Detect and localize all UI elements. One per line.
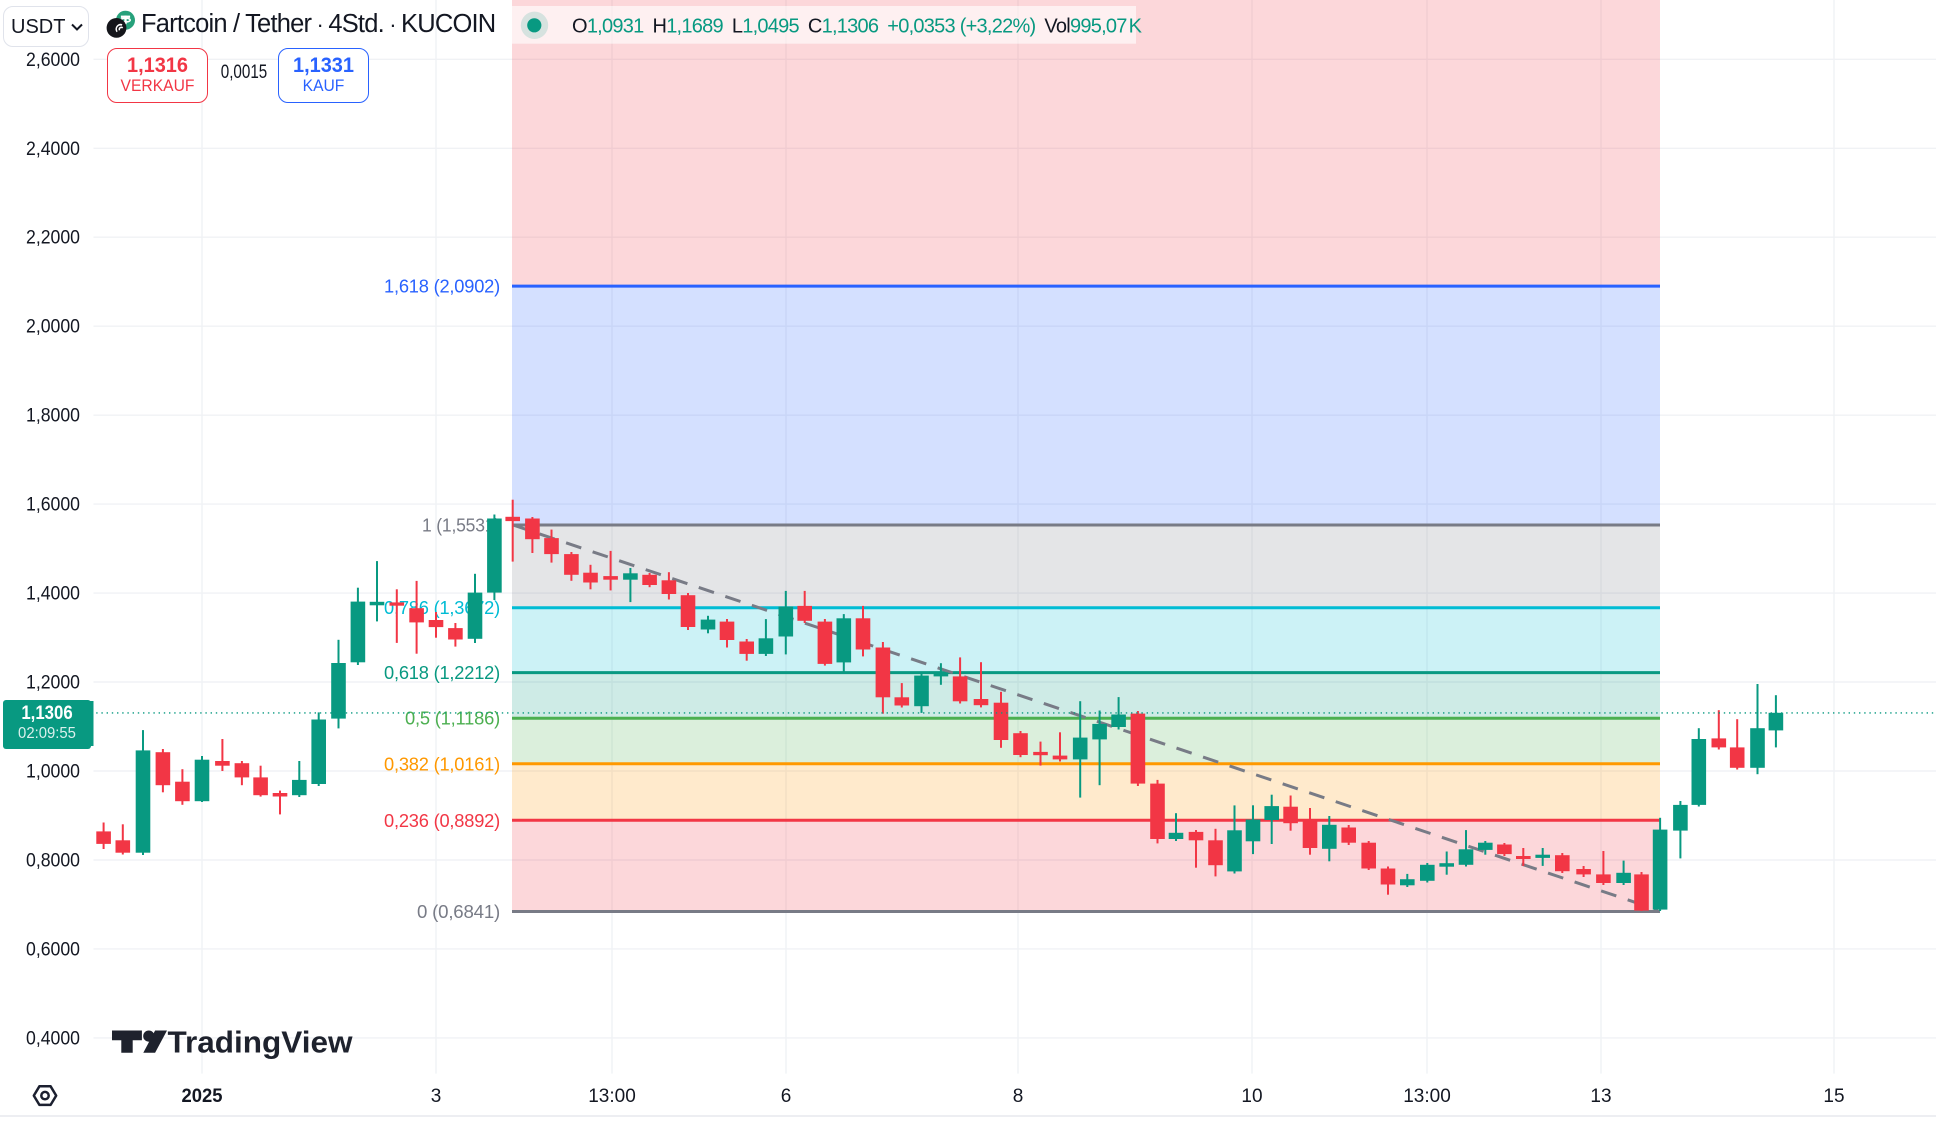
svg-text:1 (1,5531): 1 (1,5531) bbox=[422, 515, 500, 536]
svg-text:1,4000: 1,4000 bbox=[26, 584, 80, 605]
svg-text:0,618 (1,2212): 0,618 (1,2212) bbox=[384, 662, 500, 683]
svg-text:2,0000: 2,0000 bbox=[26, 317, 80, 338]
svg-text:0,786 (1,3672): 0,786 (1,3672) bbox=[384, 597, 500, 618]
svg-text:1,6000: 1,6000 bbox=[26, 495, 80, 516]
svg-text:10: 10 bbox=[1241, 1086, 1262, 1107]
svg-text:2025: 2025 bbox=[182, 1086, 223, 1107]
svg-text:0,8000: 0,8000 bbox=[26, 851, 80, 872]
svg-text:1,618 (2,0902): 1,618 (2,0902) bbox=[384, 276, 500, 297]
svg-text:0 (0,6841): 0 (0,6841) bbox=[417, 901, 500, 922]
svg-text:2,4000: 2,4000 bbox=[26, 139, 80, 160]
svg-text:0,6000: 0,6000 bbox=[26, 939, 80, 960]
svg-text:2,6000: 2,6000 bbox=[26, 50, 80, 71]
svg-text:0,382 (1,0161): 0,382 (1,0161) bbox=[384, 753, 500, 774]
svg-text:2,2000: 2,2000 bbox=[26, 228, 80, 249]
svg-text:TradingView: TradingView bbox=[168, 1026, 353, 1060]
svg-text:0,5 (1,1186): 0,5 (1,1186) bbox=[405, 708, 500, 729]
svg-text:3: 3 bbox=[431, 1086, 442, 1107]
svg-text:0,236 (0,8892): 0,236 (0,8892) bbox=[384, 810, 500, 831]
svg-text:1,8000: 1,8000 bbox=[26, 406, 80, 427]
svg-text:13:00: 13:00 bbox=[588, 1086, 636, 1107]
svg-text:13:00: 13:00 bbox=[1403, 1086, 1451, 1107]
svg-text:0,4000: 0,4000 bbox=[26, 1028, 80, 1049]
svg-text:8: 8 bbox=[1013, 1086, 1024, 1107]
svg-text:1,0000: 1,0000 bbox=[26, 762, 80, 783]
svg-text:13: 13 bbox=[1590, 1086, 1611, 1107]
svg-text:15: 15 bbox=[1823, 1086, 1844, 1107]
svg-text:1,2000: 1,2000 bbox=[26, 673, 80, 694]
svg-text:6: 6 bbox=[781, 1086, 792, 1107]
